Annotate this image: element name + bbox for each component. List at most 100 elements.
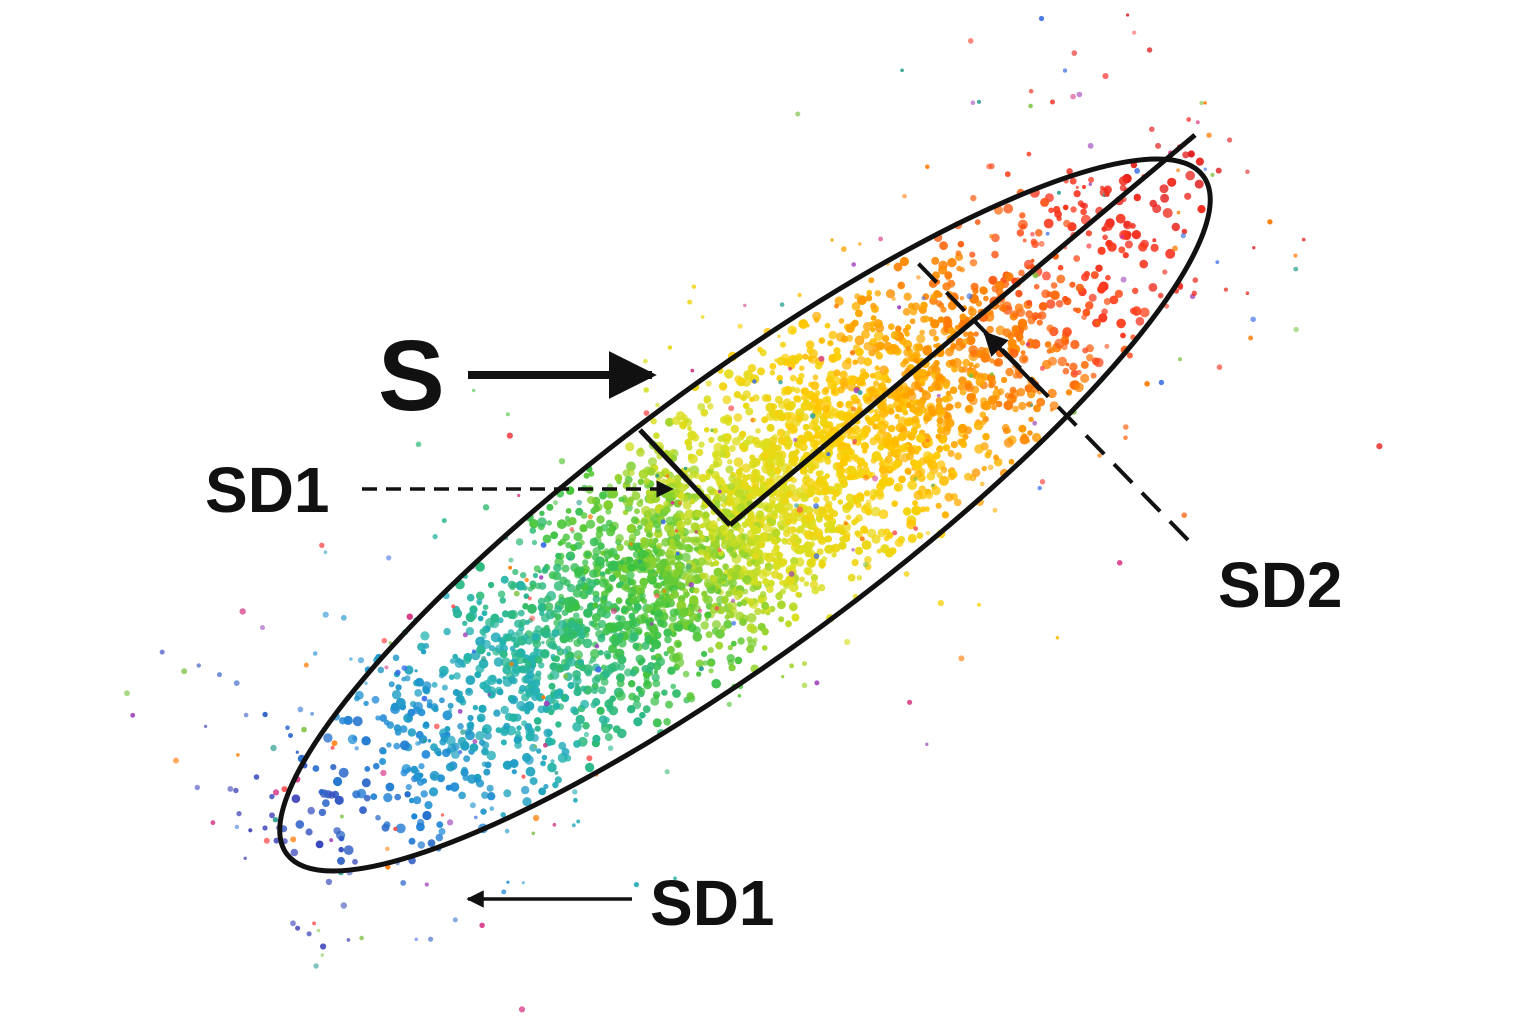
scatter-point <box>876 429 884 438</box>
scatter-point-stray <box>1049 407 1054 412</box>
scatter-point <box>548 704 557 713</box>
scatter-point <box>941 511 950 519</box>
scatter-point-stray <box>381 637 388 644</box>
scatter-point <box>363 794 371 802</box>
scatter-point <box>851 559 859 567</box>
scatter-point <box>876 342 885 351</box>
scatter-point-stray <box>697 608 703 613</box>
scatter-point <box>656 542 663 550</box>
scatter-point <box>775 537 782 543</box>
scatter-point-stray <box>1178 357 1182 362</box>
scatter-point <box>785 620 792 628</box>
scatter-point-stray <box>647 571 655 578</box>
scatter-point <box>783 398 792 407</box>
scatter-point <box>641 584 647 590</box>
scatter-point-stray <box>510 581 518 589</box>
scatter-point <box>887 424 896 433</box>
scatter-point-stray <box>325 878 333 886</box>
scatter-point <box>729 513 735 519</box>
scatter-point-stray <box>563 673 569 679</box>
scatter-point-stray <box>505 412 510 417</box>
scatter-point <box>831 543 841 553</box>
scatter-point <box>632 642 640 650</box>
scatter-point-stray <box>354 746 359 751</box>
scatter-point-stray <box>936 403 943 410</box>
scatter-point <box>697 530 704 536</box>
scatter-point-stray <box>544 563 549 568</box>
scatter-point <box>868 349 876 357</box>
scatter-point <box>692 632 703 642</box>
scatter-point-stray <box>452 917 458 923</box>
scatter-point <box>1032 432 1042 443</box>
scatter-point <box>1080 360 1089 369</box>
scatter-point-stray <box>1071 50 1078 56</box>
scatter-point-stray <box>1097 453 1102 458</box>
scatter-point <box>798 319 809 329</box>
scatter-point-stray <box>532 814 540 822</box>
scatter-point <box>1132 287 1139 294</box>
scatter-point-stray <box>1144 381 1150 387</box>
scatter-point <box>432 706 439 713</box>
scatter-point-stray <box>726 701 732 708</box>
scatter-point <box>573 639 582 647</box>
scatter-point <box>734 656 743 665</box>
scatter-point-stray <box>272 789 280 796</box>
scatter-point-stray <box>913 526 919 531</box>
scatter-point <box>747 364 757 373</box>
scatter-point-stray <box>489 806 495 811</box>
scatter-point <box>641 598 648 605</box>
scatter-point <box>988 275 998 285</box>
scatter-point <box>707 659 714 667</box>
scatter-point <box>891 500 898 508</box>
scatter-point <box>337 856 345 865</box>
scatter-point-stray <box>477 601 482 606</box>
scatter-point <box>790 557 799 566</box>
scatter-point-stray <box>533 744 538 749</box>
scatter-point <box>814 361 823 370</box>
scatter-point <box>555 721 562 728</box>
scatter-point-stray <box>1038 240 1045 247</box>
scatter-point-stray <box>451 604 456 609</box>
scatter-point <box>465 627 475 636</box>
scatter-point <box>544 595 552 603</box>
scatter-point <box>666 555 676 565</box>
scatter-point <box>890 344 900 354</box>
scatter-point-stray <box>916 275 921 280</box>
scatter-point <box>627 563 636 572</box>
scatter-point <box>1016 229 1025 237</box>
scatter-point <box>379 714 388 722</box>
scatter-point <box>643 680 652 690</box>
scatter-point <box>737 527 745 534</box>
scatter-point-stray <box>703 398 710 404</box>
scatter-point-stray <box>576 655 581 660</box>
scatter-point-stray <box>346 938 351 942</box>
scatter-point <box>1044 341 1052 348</box>
scatter-point <box>665 417 674 427</box>
scatter-point <box>361 736 371 746</box>
scatter-point <box>643 551 650 557</box>
scatter-point-stray <box>1120 234 1125 239</box>
scatter-point-stray <box>883 424 889 429</box>
scatter-point <box>1063 219 1071 228</box>
scatter-point-stray <box>788 367 792 371</box>
scatter-point <box>1040 197 1050 207</box>
scatter-point <box>886 462 896 472</box>
scatter-point <box>877 443 885 451</box>
scatter-point-stray <box>849 350 856 356</box>
scatter-point <box>794 387 801 394</box>
scatter-point <box>561 748 570 756</box>
scatter-point <box>614 474 623 482</box>
scatter-point <box>1101 226 1107 232</box>
scatter-point <box>818 337 826 344</box>
scatter-point-stray <box>983 295 989 302</box>
scatter-point <box>599 491 607 500</box>
scatter-point <box>475 562 485 572</box>
scatter-point <box>761 416 769 424</box>
scatter-point <box>824 322 831 329</box>
scatter-point-stray <box>818 355 825 362</box>
scatter-point <box>579 539 585 546</box>
scatter-point <box>554 776 562 784</box>
scatter-point <box>1139 259 1148 269</box>
scatter-point-stray <box>290 836 297 843</box>
scatter-point <box>466 593 475 602</box>
